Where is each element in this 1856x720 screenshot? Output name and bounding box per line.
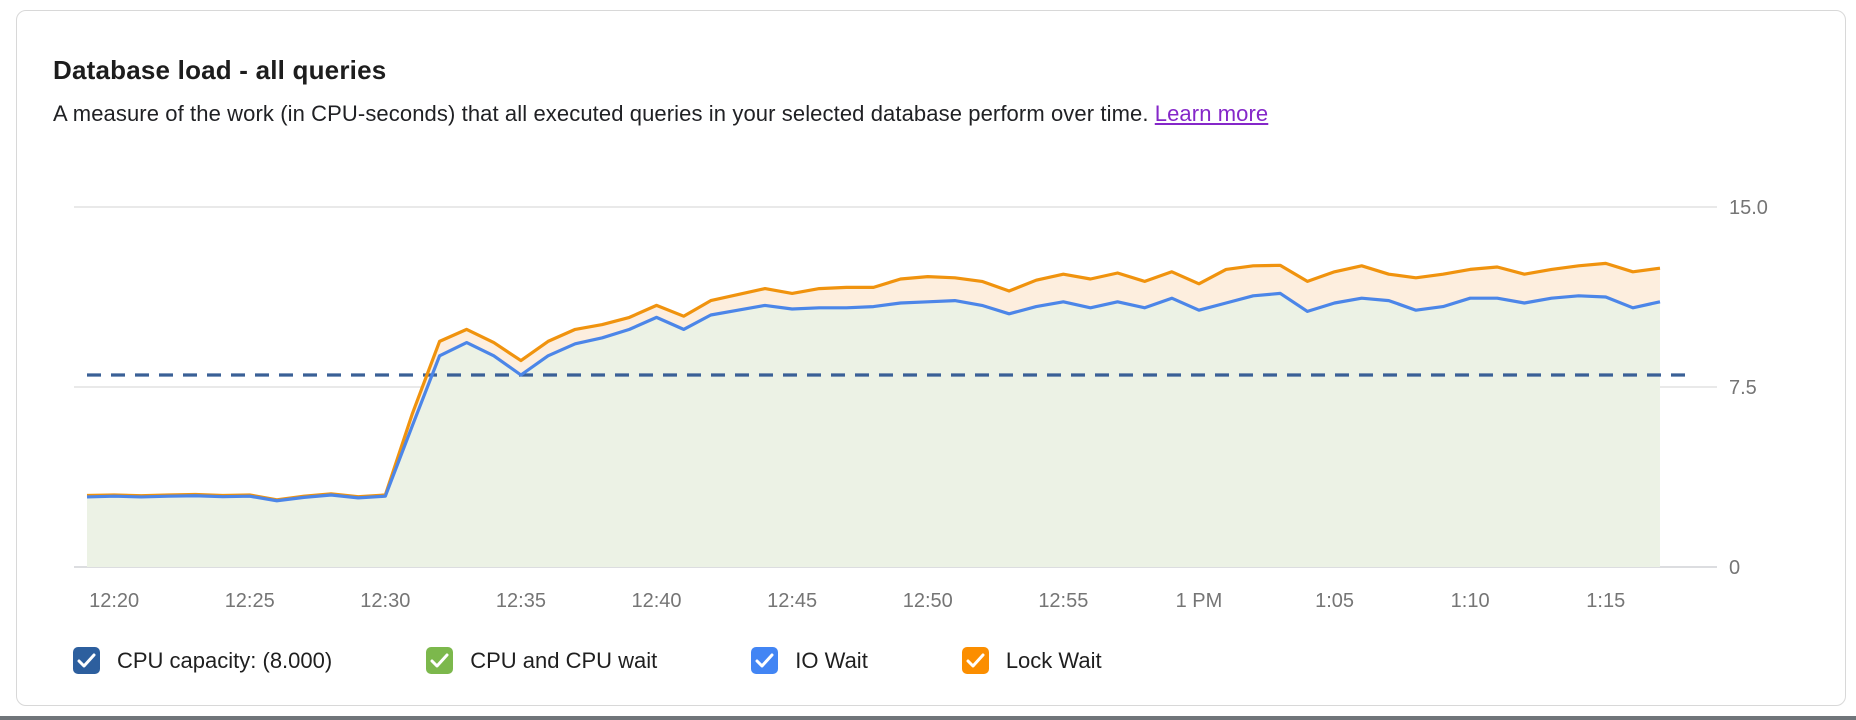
legend-label-lock-wait: Lock Wait bbox=[1005, 647, 1102, 673]
chart-area: 0 7.5 15.0 12:20 12:25 12:30 12:35 12:40 12:45 12… bbox=[17, 11, 1856, 720]
x-axis-tick-label: 12:30 bbox=[360, 590, 410, 612]
checkmark-icon bbox=[755, 653, 774, 668]
x-axis-tick-label: 12:35 bbox=[496, 590, 546, 612]
x-axis-tick-label: 1:10 bbox=[1451, 590, 1490, 612]
x-axis-tick-label: 1:05 bbox=[1315, 590, 1354, 612]
io-wait-line bbox=[86, 291, 1661, 503]
cpu-and-cpu-wait-area-fill bbox=[87, 293, 1660, 567]
chart-description: A measure of the work (in CPU-seconds) t… bbox=[53, 101, 1268, 127]
legend-checkbox-lock-wait[interactable] bbox=[961, 647, 989, 674]
legend-checkbox-io-wait[interactable] bbox=[751, 647, 779, 674]
legend-item-cpu-and-cpu-wait: CPU and CPU wait bbox=[426, 647, 657, 674]
x-axis-tick-label: 12:55 bbox=[1038, 590, 1088, 612]
x-axis-tick-label: 12:45 bbox=[767, 590, 817, 612]
legend-label-cpu-capacity: CPU capacity: (8.000) bbox=[117, 647, 333, 673]
next-card-divider bbox=[0, 716, 1856, 720]
learn-more-link[interactable]: Learn more bbox=[1154, 101, 1269, 126]
x-axis-tick-label: 12:25 bbox=[225, 590, 275, 612]
legend-label-cpu-and-cpu-wait: CPU and CPU wait bbox=[470, 647, 658, 673]
x-axis-tick-label: 12:20 bbox=[89, 590, 139, 612]
x-axis-tick-label: 12:40 bbox=[632, 590, 682, 612]
legend-item-cpu-capacity: CPU capacity: (8.000) bbox=[73, 647, 332, 674]
chart-legend: CPU capacity: (8.000) CPU and CPU wait IO … bbox=[73, 647, 1102, 674]
x-axis-tick-label: 12:50 bbox=[903, 590, 953, 612]
checkmark-icon bbox=[77, 653, 96, 668]
legend-checkbox-cpu-capacity[interactable] bbox=[73, 647, 100, 674]
database-load-card: Database load - all queries A measure of… bbox=[16, 10, 1846, 706]
checkmark-icon bbox=[430, 653, 449, 668]
legend-checkbox-cpu-and-cpu-wait[interactable] bbox=[426, 647, 454, 674]
legend-item-io-wait: IO Wait bbox=[751, 647, 868, 674]
legend-label-io-wait: IO Wait bbox=[795, 647, 868, 673]
y-axis-tick-label: 0 bbox=[1729, 557, 1740, 579]
x-axis-tick-label: 1 PM bbox=[1176, 590, 1223, 612]
chart-description-text: A measure of the work (in CPU-seconds) t… bbox=[53, 101, 1149, 126]
y-axis-tick-label: 7.5 bbox=[1729, 377, 1757, 399]
legend-item-lock-wait: Lock Wait bbox=[961, 647, 1102, 674]
lock-wait-band-fill bbox=[87, 263, 1660, 501]
database-load-chart[interactable]: 0 7.5 15.0 12:20 12:25 12:30 12:35 12:40 12:45 12… bbox=[17, 11, 1856, 720]
page-title: Database load - all queries bbox=[53, 55, 387, 85]
y-axis-tick-label: 15.0 bbox=[1729, 197, 1768, 219]
x-axis-tick-label: 1:15 bbox=[1586, 590, 1625, 612]
checkmark-icon bbox=[966, 653, 985, 668]
